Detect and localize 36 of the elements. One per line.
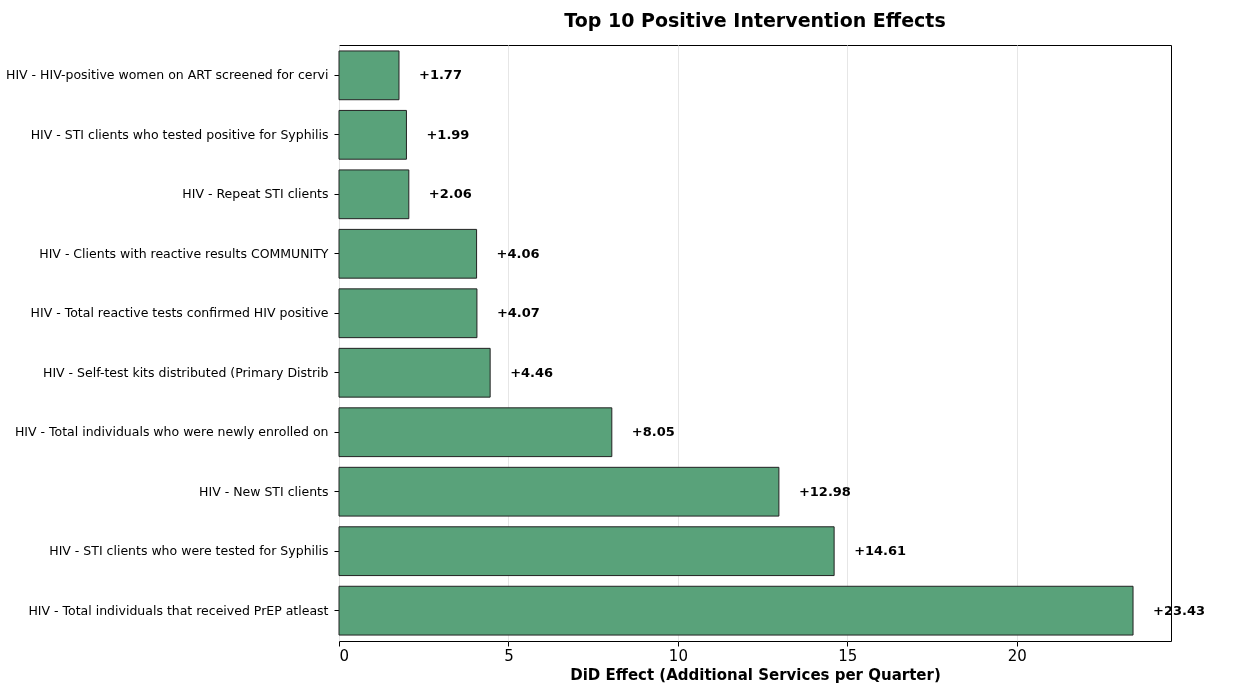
bar [338, 169, 410, 220]
y-tick-label: HIV - HIV-positive women on ART screened for cervi [5, 67, 329, 83]
x-tick-label: 5 [504, 646, 514, 665]
y-tick-label: HIV - STI clients who were tested for Syphilis [49, 543, 329, 559]
data-label: +4.06 [496, 245, 540, 261]
bar [338, 288, 478, 339]
data-label: +1.99 [426, 126, 470, 142]
x-tick-label: 0 [339, 646, 350, 665]
data-label: +12.98 [798, 483, 851, 499]
bar [338, 526, 835, 577]
y-tick-label: HIV - Total reactive tests confirmed HIV positive [30, 305, 329, 321]
y-tick-label: HIV - Self-test kits distributed (Primary Distrib [43, 364, 329, 380]
y-tick-label: HIV - Total individuals that received PrEP atleast [28, 602, 329, 618]
y-tick-label: HIV - Total individuals who were newly enrolled on [14, 424, 329, 440]
data-label: +8.05 [631, 424, 675, 440]
data-label: +4.07 [496, 305, 540, 321]
bar [338, 109, 407, 160]
y-tick-label: HIV - STI clients who tested positive for Syphilis [30, 126, 329, 142]
x-axis-title: DiD Effect (Additional Services per Quarter) [570, 665, 941, 684]
data-label: +2.06 [428, 186, 472, 202]
x-tick-label: 20 [1007, 646, 1027, 665]
x-tick-label: 10 [668, 646, 688, 665]
bar [338, 228, 478, 279]
bar [338, 585, 1134, 636]
bar [338, 407, 613, 458]
y-tick-label: HIV - Clients with reactive results COMMUNITY [39, 245, 329, 261]
bar [338, 347, 491, 398]
data-label: +4.46 [510, 364, 554, 380]
bar [338, 466, 780, 517]
data-label: +1.77 [418, 67, 462, 83]
data-label: +14.61 [854, 543, 907, 559]
y-tick-label: HIV - New STI clients [199, 483, 329, 499]
x-tick-label: 15 [838, 646, 858, 665]
y-tick-label: HIV - Repeat STI clients [182, 186, 329, 202]
chart-title: Top 10 Positive Intervention Effects [564, 9, 946, 31]
bar [338, 50, 400, 101]
